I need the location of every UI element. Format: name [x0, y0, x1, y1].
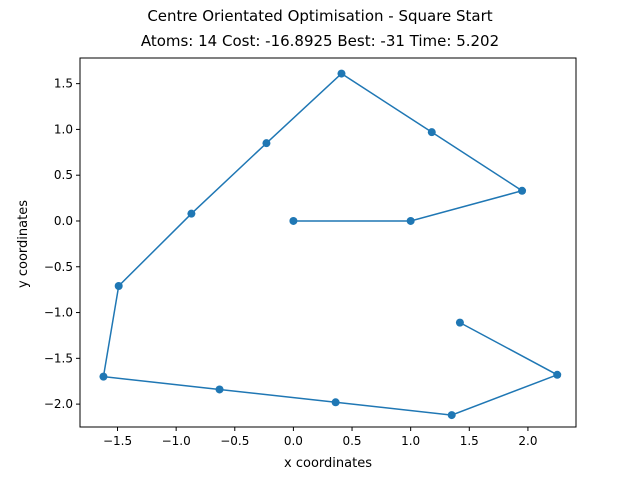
- data-point: [406, 216, 415, 225]
- x-tick-label: 0.5: [342, 434, 361, 448]
- data-point: [114, 281, 123, 290]
- x-tick-label: 2.0: [518, 434, 537, 448]
- series-line: [102, 72, 560, 416]
- data-point: [427, 128, 436, 137]
- data-point: [215, 385, 224, 394]
- y-axis-label: y coordinates: [16, 200, 31, 288]
- data-point: [187, 209, 196, 218]
- x-tick-label: −1.0: [162, 434, 191, 448]
- data-point: [553, 370, 562, 379]
- y-tick-label: −1.5: [44, 351, 73, 365]
- chart-subtitle: Atoms: 14 Cost: -16.8925 Best: -31 Time:…: [140, 32, 500, 50]
- x-axis-label: x coordinates: [284, 456, 372, 471]
- data-point: [262, 139, 271, 148]
- y-tick-label: −0.5: [44, 260, 73, 274]
- series-layer: [99, 69, 562, 420]
- y-tick-label: 1.0: [54, 122, 73, 136]
- y-tick-label: 0.5: [54, 168, 73, 182]
- x-tick-label: 1.0: [401, 434, 420, 448]
- data-point: [447, 411, 456, 420]
- data-point: [331, 398, 340, 407]
- y-tick-label: −1.0: [44, 306, 73, 320]
- data-point: [99, 372, 108, 381]
- chart-title: Centre Orientated Optimisation - Square …: [147, 7, 493, 25]
- x-tick-label: 0.0: [284, 434, 303, 448]
- data-point: [289, 216, 298, 225]
- axes-border: [79, 57, 577, 428]
- x-tick-label: −1.5: [103, 434, 132, 448]
- x-tick-label: −0.5: [220, 434, 249, 448]
- axes-frame: [79, 57, 577, 428]
- data-point: [518, 186, 527, 195]
- y-tick-label: 0.0: [54, 214, 73, 228]
- y-tick-label: 1.5: [54, 77, 73, 91]
- x-tick-label: 1.5: [460, 434, 479, 448]
- axis-ticks: −1.5 −1.0 −0.5 0.0 0.5 1.0 1.5 2.0 1.5 1.0 0.5 0.0 −…: [44, 77, 538, 448]
- data-point: [455, 318, 464, 327]
- y-tick-label: −2.0: [44, 397, 73, 411]
- data-point: [337, 69, 346, 78]
